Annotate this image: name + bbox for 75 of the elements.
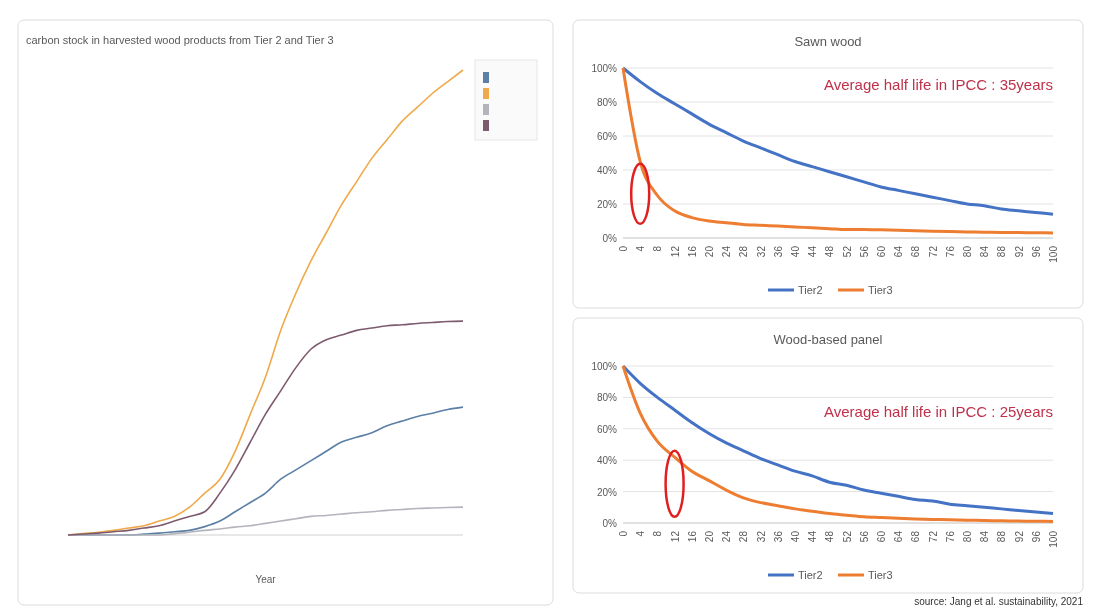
y-tick-label: 80%	[596, 97, 618, 108]
legend-label: Tier3	[868, 284, 893, 296]
x-tick-label: 0	[618, 245, 629, 252]
x-tick-label: 80	[962, 245, 973, 258]
x-tick-label: 20	[704, 530, 715, 543]
x-tick-label: 16	[686, 530, 698, 543]
legend-label: Tier3	[868, 569, 893, 581]
x-tick-label: 76	[944, 530, 956, 543]
chart-title: carbon stock in harvested wood products from Tier 2 and Tier 3	[26, 34, 334, 46]
y-tick-label: 40%	[596, 455, 618, 467]
x-tick-label: 72	[927, 245, 939, 258]
source-note: source: Jang et al. sustainability, 2021	[914, 596, 1084, 607]
x-tick-label: 28	[738, 530, 750, 543]
y-tick-label: 80%	[596, 392, 618, 404]
x-tick-label: 88	[996, 530, 1008, 543]
x-tick-label: 72	[927, 530, 939, 543]
y-tick-label: 20%	[596, 199, 618, 210]
y-tick-label: 0%	[602, 233, 618, 244]
x-tick-label: 32	[755, 530, 767, 543]
x-tick-label: 84	[979, 245, 991, 258]
x-tick-label: 60	[876, 245, 887, 258]
x-tick-label: 64	[893, 245, 905, 258]
x-tick-label: 76	[944, 245, 956, 258]
x-tick-label: 36	[772, 245, 784, 258]
legend-label: Tier2	[798, 569, 823, 581]
x-tick-label: 40	[790, 245, 801, 258]
x-tick-label: 56	[858, 245, 870, 258]
x-tick-label: 60	[876, 530, 887, 543]
x-tick-label: 16	[686, 245, 698, 258]
x-tick-label: 92	[1013, 530, 1025, 543]
x-tick-label: 8	[652, 245, 664, 252]
x-tick-label: 44	[807, 245, 819, 258]
x-tick-label: 20	[704, 245, 715, 258]
y-tick-label: 60%	[596, 131, 618, 142]
chart-title: Sawn wood	[794, 34, 862, 49]
x-tick-label: 8	[652, 530, 664, 537]
y-tick-label: 40%	[596, 165, 618, 176]
x-tick-label: 100	[1048, 245, 1059, 263]
x-tick-label: 48	[824, 530, 836, 543]
x-tick-label: 44	[807, 530, 819, 543]
x-tick-label: 68	[910, 245, 922, 258]
x-tick-label: 28	[738, 245, 750, 258]
x-tick-label: 36	[772, 530, 784, 543]
x-tick-label: 12	[669, 530, 681, 543]
x-tick-label: 4	[635, 245, 647, 252]
y-tick-label: 20%	[596, 486, 618, 498]
x-tick-label: 52	[841, 245, 853, 258]
x-tick-label: 24	[721, 530, 733, 543]
x-tick-label: 52	[841, 530, 853, 543]
x-tick-label: 32	[755, 245, 767, 258]
x-tick-label: 4	[635, 530, 647, 537]
x-tick-label: 96	[1030, 245, 1042, 258]
x-tick-label: 96	[1030, 530, 1042, 543]
x-tick-label: 68	[910, 530, 922, 543]
x-tick-label: 48	[824, 245, 836, 258]
x-tick-label: 92	[1013, 245, 1025, 258]
y-tick-label: 100%	[591, 361, 618, 372]
y-tick-label: 60%	[596, 423, 618, 435]
chart-title: Wood-based panel	[773, 332, 883, 347]
x-axis-title: Year	[255, 574, 277, 585]
legend-label: Tier2	[798, 284, 823, 296]
x-tick-label: 40	[790, 530, 801, 543]
y-tick-label: 100%	[591, 63, 618, 74]
x-tick-label: 12	[669, 245, 681, 258]
annotation: Average half life in IPCC : 35years	[823, 76, 1053, 93]
x-tick-label: 80	[962, 530, 973, 543]
x-tick-label: 100	[1048, 530, 1059, 548]
x-tick-label: 24	[721, 245, 733, 258]
x-tick-label: 84	[979, 530, 991, 543]
x-tick-label: 56	[858, 530, 870, 543]
annotation: Average half life in IPCC : 25years	[823, 403, 1053, 421]
y-tick-label: 0%	[602, 518, 618, 529]
x-tick-label: 0	[618, 530, 629, 537]
x-tick-label: 64	[893, 530, 905, 543]
x-tick-label: 88	[996, 245, 1008, 258]
